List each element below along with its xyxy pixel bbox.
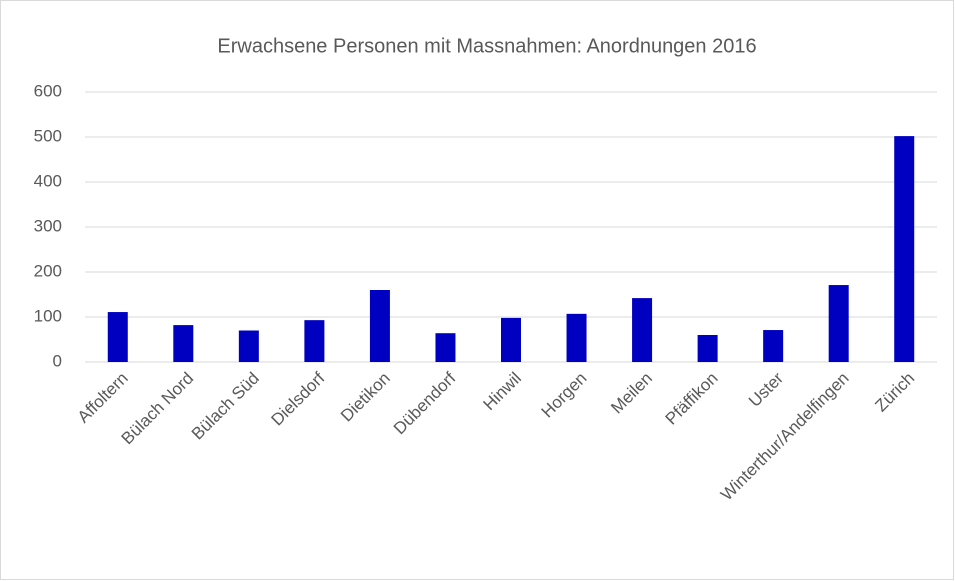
bar	[632, 298, 653, 362]
bar	[107, 312, 128, 362]
y-tick-label: 400	[34, 171, 62, 190]
bar	[238, 330, 259, 362]
y-tick-label: 100	[34, 306, 62, 325]
y-tick-label: 600	[34, 81, 62, 100]
y-tick-label: 300	[34, 216, 62, 235]
chart-title: Erwachsene Personen mit Massnahmen: Anor…	[217, 35, 756, 57]
bar	[304, 320, 325, 362]
y-tick-label: 200	[34, 261, 62, 280]
bar	[763, 330, 784, 362]
bar	[435, 333, 456, 362]
bar	[894, 136, 915, 362]
bar	[566, 313, 587, 362]
bar	[173, 325, 194, 362]
bar	[369, 290, 390, 362]
bar	[501, 317, 521, 362]
y-tick-label: 0	[53, 351, 62, 370]
y-tick-label: 500	[34, 126, 62, 145]
bar	[828, 285, 849, 362]
bar	[697, 335, 718, 362]
